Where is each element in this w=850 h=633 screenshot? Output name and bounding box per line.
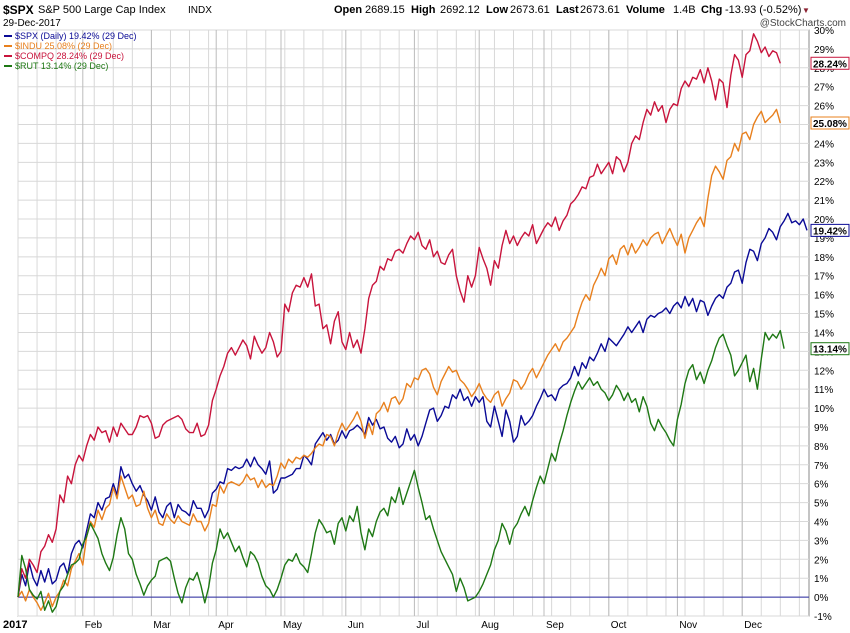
x-tick-label: Jun — [348, 620, 364, 631]
year-label: 2017 — [3, 619, 27, 631]
end-label-text: 25.08% — [813, 119, 847, 130]
y-tick-label: 27% — [814, 83, 834, 94]
series-line — [17, 33, 781, 598]
end-label-box — [810, 223, 850, 237]
y-tick-label: 4% — [814, 517, 829, 528]
y-tick-label: 22% — [814, 177, 834, 188]
plot-area — [17, 29, 810, 617]
end-labels: 19.42% 25.08% 28.24% 13.14% — [810, 56, 850, 356]
y-tick-label: 12% — [814, 366, 834, 377]
high-label: High — [411, 4, 436, 16]
y-tick-label: 10% — [814, 404, 834, 415]
low-label: Low — [486, 4, 508, 16]
end-label-text: 28.24% — [813, 59, 847, 70]
y-tick-label: 6% — [814, 480, 829, 491]
x-tick-label: Feb — [85, 620, 103, 631]
low-value: 2673.61 — [510, 4, 550, 16]
y-tick-label: 9% — [814, 423, 829, 434]
end-label-box — [810, 116, 850, 130]
y-tick-label: 18% — [814, 253, 834, 264]
chg-label: Chg — [701, 4, 722, 16]
legend: $SPX (Daily) 19.42% (29 Dec)$INDU 25.08%… — [4, 31, 137, 71]
y-tick-label: 2% — [814, 555, 829, 566]
last-value: 2673.61 — [580, 4, 620, 16]
y-tick-label: 8% — [814, 442, 829, 453]
x-tick-label: Mar — [153, 620, 171, 631]
y-tick-label: 7% — [814, 461, 829, 472]
y-tick-label: 21% — [814, 196, 834, 207]
chg-down-arrow-icon: ▼ — [802, 6, 810, 15]
header-exchange: INDX — [188, 5, 212, 16]
high-value: 2692.12 — [440, 4, 480, 16]
x-tick-label: Jul — [416, 620, 429, 631]
y-tick-label: 26% — [814, 102, 834, 113]
x-tick-label: Aug — [481, 620, 499, 631]
x-tick-label: Sep — [546, 620, 564, 631]
y-tick-label: 5% — [814, 499, 829, 510]
volume-label: Volume — [626, 4, 665, 16]
y-tick-label: 23% — [814, 158, 834, 169]
series-line — [17, 212, 808, 598]
legend-entry: $SPX (Daily) 19.42% (29 Dec) — [15, 31, 137, 41]
series-line — [17, 108, 781, 611]
header-symbol: $SPX — [3, 3, 34, 17]
x-tick-label: Nov — [679, 620, 697, 631]
chg-value: -13.93 (-0.52%) — [725, 4, 801, 16]
y-tick-label: 19% — [814, 234, 834, 245]
volume-value: 1.4B — [673, 4, 696, 16]
x-tick-label: Dec — [744, 620, 762, 631]
last-label: Last — [556, 4, 579, 16]
y-tick-label: -1% — [814, 612, 832, 623]
y-tick-label: 11% — [814, 385, 833, 396]
y-tick-label: 3% — [814, 536, 829, 547]
header-date: 29-Dec-2017 — [3, 18, 61, 29]
y-tick-label: 24% — [814, 139, 834, 150]
x-tick-label: Oct — [611, 620, 627, 631]
y-axis: 30%29%28%27%26%25%24%23%22%21%20%19%18%1… — [814, 26, 834, 623]
legend-entry: $INDU 25.08% (29 Dec) — [15, 41, 112, 51]
y-tick-label: 20% — [814, 215, 834, 226]
y-tick-label: 1% — [814, 574, 829, 585]
end-label-text: 19.42% — [813, 226, 847, 237]
open-value: 2689.15 — [365, 4, 405, 16]
y-tick-label: 17% — [814, 272, 834, 283]
x-tick-label: Apr — [218, 620, 234, 631]
x-axis: Feb Mar Apr May Jun Jul Aug Sep Oct Nov Dec — [85, 620, 762, 631]
legend-entry: $COMPQ 28.24% (29 Dec) — [15, 51, 124, 61]
end-label-box — [810, 56, 850, 70]
y-tick-label: 15% — [814, 310, 834, 321]
watermark: @StockCharts.com — [760, 18, 846, 29]
end-label-box — [810, 342, 850, 356]
series-line — [17, 329, 785, 613]
legend-entry: $RUT 13.14% (29 Dec) — [15, 61, 108, 71]
series-lines — [17, 33, 808, 613]
x-tick-label: May — [283, 620, 302, 631]
y-tick-label: 30% — [814, 26, 834, 37]
y-tick-label: 0% — [814, 593, 829, 604]
y-tick-label: 29% — [814, 45, 834, 56]
y-tick-label: 16% — [814, 291, 834, 302]
end-label-text: 13.14% — [813, 345, 847, 356]
y-tick-label: 14% — [814, 328, 834, 339]
header-name: S&P 500 Large Cap Index — [38, 4, 166, 16]
open-label: Open — [334, 4, 362, 16]
